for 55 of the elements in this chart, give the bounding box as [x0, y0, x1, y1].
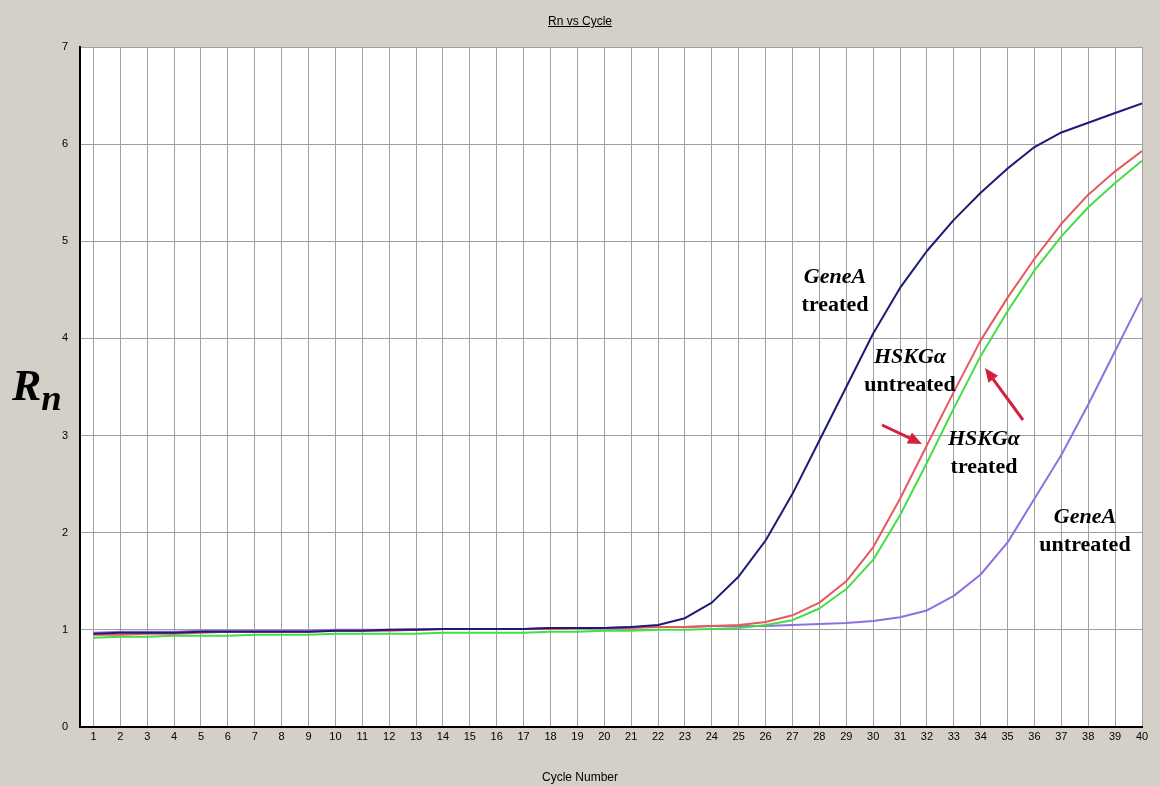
y-tick-label: 5 — [61, 234, 68, 247]
x-tick-label: 22 — [651, 729, 665, 742]
x-tick-label: 37 — [1055, 729, 1068, 742]
x-tick-label: 21 — [625, 729, 638, 742]
x-tick-label: 27 — [786, 729, 799, 742]
y-tick-label: 7 — [61, 40, 68, 53]
x-tick-label: 7 — [251, 729, 258, 742]
x-tick-label: 10 — [329, 729, 342, 742]
x-tick-label: 17 — [517, 729, 530, 742]
x-tick-label: 4 — [171, 729, 178, 742]
x-tick-label: 28 — [813, 729, 826, 742]
x-tick-label: 14 — [436, 729, 450, 742]
y-tick-label: 2 — [61, 525, 68, 538]
x-tick-label: 35 — [1001, 729, 1014, 742]
y-axis-title: R$_{n}$ — [12, 360, 62, 419]
x-tick-label: 18 — [544, 729, 557, 742]
x-tick-label: 33 — [947, 729, 960, 742]
y-tick-label: 4 — [61, 331, 68, 344]
x-tick-label: 12 — [383, 729, 396, 742]
y-tick-label: 6 — [61, 137, 68, 150]
series-label: HSKGα treated — [946, 424, 1022, 480]
x-tick-label: 29 — [840, 729, 853, 742]
x-tick-label: 16 — [490, 729, 503, 742]
x-tick-label: 40 — [1135, 729, 1149, 742]
y-tick-label: 3 — [61, 428, 68, 441]
x-tick-label: 24 — [705, 729, 718, 742]
x-tick-label: 31 — [893, 729, 907, 742]
x-tick-label: 36 — [1028, 729, 1041, 742]
series-label: HSKGα untreated — [863, 342, 957, 398]
x-tick-label: 13 — [409, 729, 423, 742]
x-tick-label: 20 — [598, 729, 611, 742]
x-tick-label: 9 — [305, 729, 312, 742]
x-tick-label: 11 — [356, 729, 369, 742]
x-tick-label: 3 — [144, 729, 151, 742]
x-axis-title: Cycle Number — [541, 770, 619, 784]
x-tick-label: 32 — [920, 729, 934, 742]
y-tick-label: 0 — [61, 720, 68, 733]
x-tick-label: 25 — [732, 729, 745, 742]
x-tick-label: 1 — [90, 729, 97, 742]
x-tick-label: 8 — [278, 729, 285, 742]
chart-title: Rn vs Cycle — [547, 14, 613, 28]
x-tick-label: 5 — [197, 729, 205, 742]
x-tick-label: 34 — [974, 729, 987, 742]
series-label: GeneA treated — [800, 262, 870, 318]
x-tick-label: 23 — [678, 729, 692, 742]
x-tick-label: 39 — [1108, 729, 1122, 742]
x-tick-label: 38 — [1082, 729, 1095, 742]
x-tick-label: 2 — [117, 729, 124, 742]
x-tick-label: 19 — [571, 729, 584, 742]
x-tick-label: 6 — [224, 729, 231, 742]
series-label: GeneA untreated — [1038, 502, 1132, 558]
x-tick-label: 15 — [463, 729, 476, 742]
x-tick-label: 30 — [867, 729, 880, 742]
x-tick-label: 26 — [759, 729, 772, 742]
y-tick-label: 1 — [61, 622, 68, 635]
